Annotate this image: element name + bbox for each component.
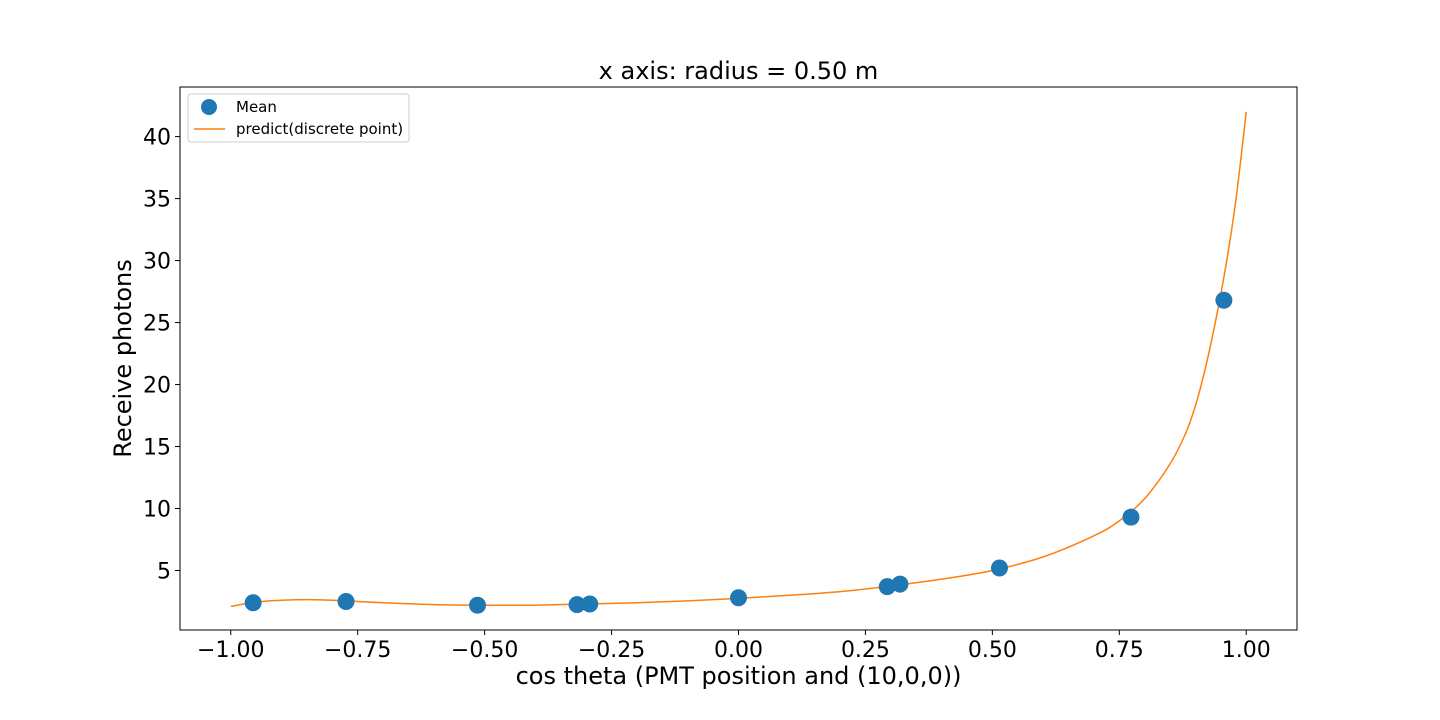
x-tick-label: 0.25 — [841, 638, 890, 663]
data-point-mean — [1215, 291, 1233, 309]
y-tick-label: 5 — [157, 559, 171, 584]
data-point-mean — [581, 595, 599, 613]
x-tick-label: 0.50 — [968, 638, 1017, 663]
y-tick-label: 20 — [143, 374, 171, 399]
x-tick-label: −1.00 — [197, 638, 264, 663]
y-axis: 5 10 15 20 25 30 35 40 — [143, 126, 180, 584]
y-tick-label: 25 — [143, 312, 171, 337]
legend-box — [187, 93, 410, 143]
series-line-predict — [230, 111, 1247, 608]
y-tick-label: 15 — [143, 436, 171, 461]
data-point-mean — [730, 589, 747, 607]
x-tick-label: −0.50 — [451, 638, 518, 663]
chart-title: x axis: radius = 0.50 m — [599, 57, 879, 85]
y-tick-label: 10 — [143, 498, 171, 523]
y-tick-label: 30 — [143, 250, 171, 275]
x-tick-label: 0.75 — [1095, 638, 1144, 663]
x-tick-label: −0.75 — [324, 638, 391, 663]
legend-marker-mean — [201, 99, 217, 115]
legend-label-mean: Mean — [236, 98, 277, 116]
x-tick-label: −0.25 — [578, 638, 645, 663]
data-point-mean — [878, 578, 896, 596]
data-point-mean — [568, 596, 586, 614]
plot-frame — [179, 86, 1298, 631]
x-axis: −1.00 −0.75 −0.50 −0.25 0.00 0.25 0.50 0.75 1.00 — [197, 630, 1271, 663]
data-point-mean — [1122, 508, 1140, 526]
x-tick-label: 1.00 — [1222, 638, 1271, 663]
y-axis-title: Receive photons — [109, 259, 137, 458]
data-point-mean — [244, 594, 262, 612]
y-tick-label: 40 — [143, 126, 171, 151]
legend: Mean predict(discrete point) — [187, 93, 410, 143]
plot-area — [230, 111, 1247, 614]
x-axis-title: cos theta (PMT position and (10,0,0)) — [516, 662, 962, 690]
legend-label-predict: predict(discrete point) — [236, 120, 403, 138]
data-point-mean — [891, 575, 909, 593]
y-tick-label: 35 — [143, 188, 171, 213]
data-point-mean — [990, 559, 1008, 577]
data-point-mean — [469, 596, 487, 614]
data-point-mean — [337, 592, 355, 610]
x-tick-label: 0.00 — [714, 638, 763, 663]
